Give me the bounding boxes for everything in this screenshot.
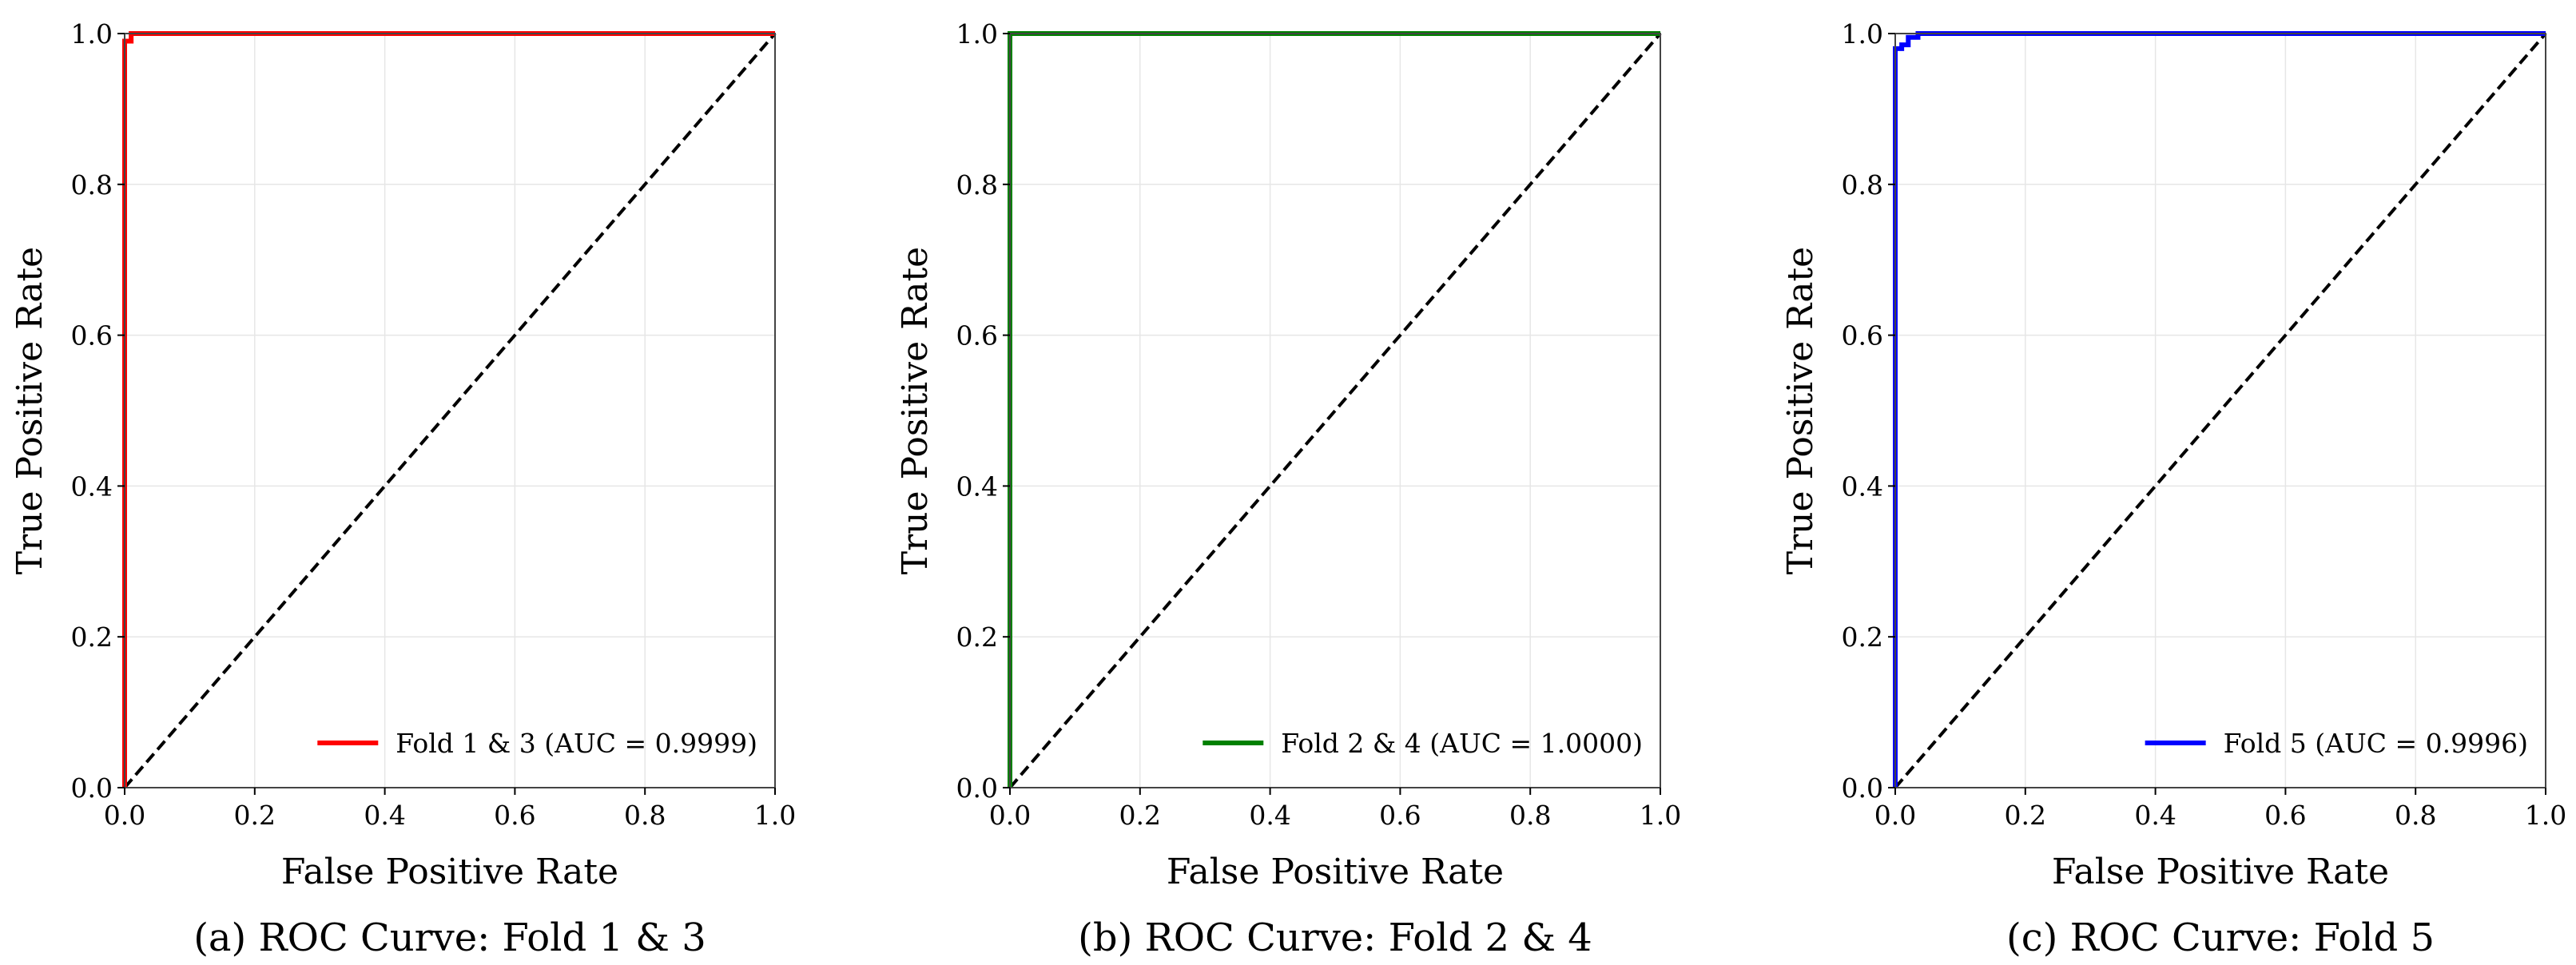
- x-tick-label: 0.4: [364, 800, 405, 831]
- y-tick-label: 0.0: [71, 772, 113, 804]
- y-tick-label: 0.8: [1842, 169, 1883, 201]
- plot-frame: [124, 33, 776, 788]
- x-tick-label: 0.4: [1249, 800, 1290, 831]
- subfigure-caption: (b) ROC Curve: Fold 2 & 4: [1078, 915, 1592, 960]
- x-axis-label: False Positive Rate: [281, 852, 618, 892]
- chance-diagonal-line: [1008, 32, 1662, 789]
- plot-frame: [1009, 33, 1661, 788]
- roc-panel-1: 0.0 0.2 0.4 0.6 0.8 1.0 0.0 0.2 0.4 0.6 0.8 1.0 Fals…: [10, 18, 796, 960]
- chance-diagonal-line: [123, 32, 777, 789]
- y-axis-label: True Positive Rate: [10, 247, 50, 574]
- x-tick-label: 0.8: [624, 800, 666, 831]
- x-tick-label: 0.2: [234, 800, 276, 831]
- legend: Fold 1 & 3 (AUC = 0.9999): [317, 728, 757, 759]
- y-tick-label: 0.6: [71, 320, 113, 351]
- x-tick-label: 0.0: [1874, 800, 1916, 831]
- y-tick-label: 0.0: [956, 772, 998, 804]
- x-tick-label: 1.0: [1640, 800, 1681, 831]
- x-tick-label: 0.0: [989, 800, 1031, 831]
- legend-label: Fold 5 (AUC = 0.9996): [2224, 728, 2528, 759]
- y-tick-label: 0.8: [956, 169, 998, 201]
- subfigure-caption: (a) ROC Curve: Fold 1 & 3: [193, 915, 706, 960]
- x-tick-label: 0.2: [2005, 800, 2046, 831]
- roc-panel-2: 0.0 0.2 0.4 0.6 0.8 1.0 0.0 0.2 0.4 0.6 0.8 1.0 Fals…: [895, 18, 1681, 960]
- legend: Fold 5 (AUC = 0.9996): [2145, 728, 2528, 759]
- y-tick-label: 0.0: [1842, 772, 1883, 804]
- x-tick-label: 1.0: [754, 800, 796, 831]
- x-tick-label: 0.0: [104, 800, 145, 831]
- y-tick-label: 1.0: [71, 18, 113, 50]
- x-tick-label: 0.4: [2134, 800, 2176, 831]
- y-tick-label: 1.0: [1842, 18, 1883, 50]
- subfigure-caption: (c) ROC Curve: Fold 5: [2006, 915, 2435, 960]
- y-axis-label: True Positive Rate: [1780, 247, 1821, 574]
- chance-diagonal-line: [1894, 32, 2547, 789]
- y-tick-label: 0.8: [71, 169, 113, 201]
- y-tick-label: 1.0: [956, 18, 998, 50]
- y-tick-label: 0.2: [1842, 621, 1883, 653]
- legend-label: Fold 2 & 4 (AUC = 1.0000): [1281, 728, 1643, 759]
- y-tick-label: 0.6: [956, 320, 998, 351]
- y-tick-label: 0.4: [1842, 471, 1883, 502]
- x-tick-label: 1.0: [2525, 800, 2566, 831]
- x-axis-label: False Positive Rate: [1167, 852, 1504, 892]
- x-tick-label: 0.6: [494, 800, 535, 831]
- plot-frame: [1894, 33, 2546, 788]
- y-tick-label: 0.2: [71, 621, 113, 653]
- legend-label: Fold 1 & 3 (AUC = 0.9999): [396, 728, 757, 759]
- legend: Fold 2 & 4 (AUC = 1.0000): [1203, 728, 1643, 759]
- x-tick-label: 0.8: [2395, 800, 2436, 831]
- roc-curve-line: [1893, 31, 2546, 788]
- y-axis-label: True Positive Rate: [895, 247, 936, 574]
- y-tick-label: 0.2: [956, 621, 998, 653]
- x-tick-label: 0.2: [1119, 800, 1161, 831]
- y-tick-label: 0.4: [71, 471, 113, 502]
- x-tick-label: 0.6: [1379, 800, 1421, 831]
- x-tick-label: 0.6: [2264, 800, 2306, 831]
- y-tick-label: 0.4: [956, 471, 998, 502]
- x-tick-label: 0.8: [1509, 800, 1551, 831]
- roc-panel-3: 0.0 0.2 0.4 0.6 0.8 1.0 0.0 0.2 0.4 0.6 0.8 1.0 Fals…: [1780, 18, 2566, 960]
- y-tick-label: 0.6: [1842, 320, 1883, 351]
- x-axis-label: False Positive Rate: [2052, 852, 2389, 892]
